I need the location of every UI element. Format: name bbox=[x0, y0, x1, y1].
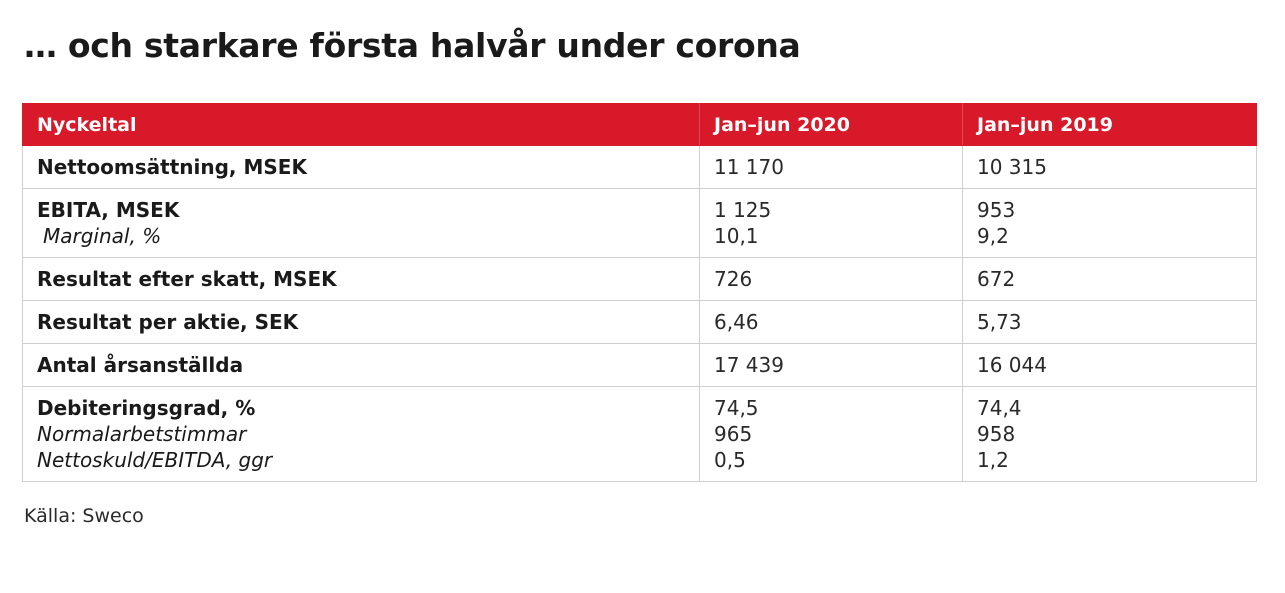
table-row: Debiteringsgrad, % Normalarbetstimmar Nett… bbox=[22, 386, 1257, 482]
cell-value: 5,73 bbox=[977, 310, 1022, 334]
cell-value: 1,2 bbox=[977, 448, 1009, 472]
source-note: Källa: Sweco bbox=[24, 505, 144, 527]
cell-value: 965 bbox=[714, 422, 753, 446]
row-label-cell: EBITA, MSEK Marginal, % bbox=[22, 188, 700, 258]
cell-value: 9,2 bbox=[977, 224, 1009, 248]
cell-value: 0,5 bbox=[714, 448, 746, 472]
value-cell-2020: 74,5 965 0,5 bbox=[699, 386, 963, 482]
row-label-cell: Debiteringsgrad, % Normalarbetstimmar Nett… bbox=[22, 386, 700, 482]
row-label: Nettoomsättning, MSEK bbox=[37, 155, 307, 179]
row-label-cell: Resultat efter skatt, MSEK bbox=[22, 257, 700, 301]
table-row: Resultat per aktie, SEK 6,46 5,73 bbox=[22, 300, 1257, 344]
cell-value: 74,4 bbox=[977, 396, 1022, 420]
table-row: Resultat efter skatt, MSEK 726 672 bbox=[22, 257, 1257, 301]
cell-value: 16 044 bbox=[977, 353, 1047, 377]
cell-value: 10 315 bbox=[977, 155, 1047, 179]
header-jan-jun-2019: Jan–jun 2019 bbox=[962, 103, 1257, 146]
value-cell-2019: 5,73 bbox=[962, 300, 1257, 344]
table-row: EBITA, MSEK Marginal, % 1 125 10,1 953 9,2 bbox=[22, 188, 1257, 258]
cell-value: 11 170 bbox=[714, 155, 784, 179]
cell-value: 672 bbox=[977, 267, 1016, 291]
value-cell-2019: 672 bbox=[962, 257, 1257, 301]
table-row: Antal årsanställda 17 439 16 044 bbox=[22, 343, 1257, 387]
cell-value: 17 439 bbox=[714, 353, 784, 377]
row-label: EBITA, MSEK bbox=[37, 198, 180, 222]
row-label-cell: Antal årsanställda bbox=[22, 343, 700, 387]
page-title: … och starkare första halvår under coron… bbox=[24, 26, 801, 65]
cell-value: 74,5 bbox=[714, 396, 759, 420]
value-cell-2019: 10 315 bbox=[962, 145, 1257, 189]
cell-value: 10,1 bbox=[714, 224, 759, 248]
row-label: Resultat per aktie, SEK bbox=[37, 310, 299, 334]
value-cell-2020: 6,46 bbox=[699, 300, 963, 344]
value-cell-2019: 74,4 958 1,2 bbox=[962, 386, 1257, 482]
row-label: Debiteringsgrad, % bbox=[37, 396, 256, 420]
value-cell-2019: 16 044 bbox=[962, 343, 1257, 387]
cell-value: 958 bbox=[977, 422, 1016, 446]
value-cell-2020: 17 439 bbox=[699, 343, 963, 387]
cell-value: 1 125 bbox=[714, 198, 772, 222]
value-cell-2020: 1 125 10,1 bbox=[699, 188, 963, 258]
table-header-row: Nyckeltal Jan–jun 2020 Jan–jun 2019 bbox=[22, 103, 1257, 146]
header-jan-jun-2020: Jan–jun 2020 bbox=[699, 103, 963, 146]
header-nyckeltal: Nyckeltal bbox=[22, 103, 700, 146]
cell-value: 953 bbox=[977, 198, 1016, 222]
value-cell-2020: 726 bbox=[699, 257, 963, 301]
table-row: Nettoomsättning, MSEK 11 170 10 315 bbox=[22, 145, 1257, 189]
key-figures-table: Nyckeltal Jan–jun 2020 Jan–jun 2019 Nett… bbox=[22, 103, 1257, 482]
cell-value: 6,46 bbox=[714, 310, 759, 334]
value-cell-2020: 11 170 bbox=[699, 145, 963, 189]
row-sublabel: Nettoskuld/EBITDA, ggr bbox=[37, 448, 273, 472]
row-sublabel: Marginal, % bbox=[43, 224, 162, 248]
row-label-cell: Resultat per aktie, SEK bbox=[22, 300, 700, 344]
cell-value: 726 bbox=[714, 267, 753, 291]
row-label: Resultat efter skatt, MSEK bbox=[37, 267, 337, 291]
row-label: Antal årsanställda bbox=[37, 353, 244, 377]
row-sublabel: Normalarbetstimmar bbox=[37, 422, 247, 446]
value-cell-2019: 953 9,2 bbox=[962, 188, 1257, 258]
row-label-cell: Nettoomsättning, MSEK bbox=[22, 145, 700, 189]
